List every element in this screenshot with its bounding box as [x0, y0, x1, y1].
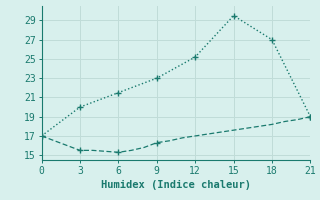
X-axis label: Humidex (Indice chaleur): Humidex (Indice chaleur) — [101, 180, 251, 190]
